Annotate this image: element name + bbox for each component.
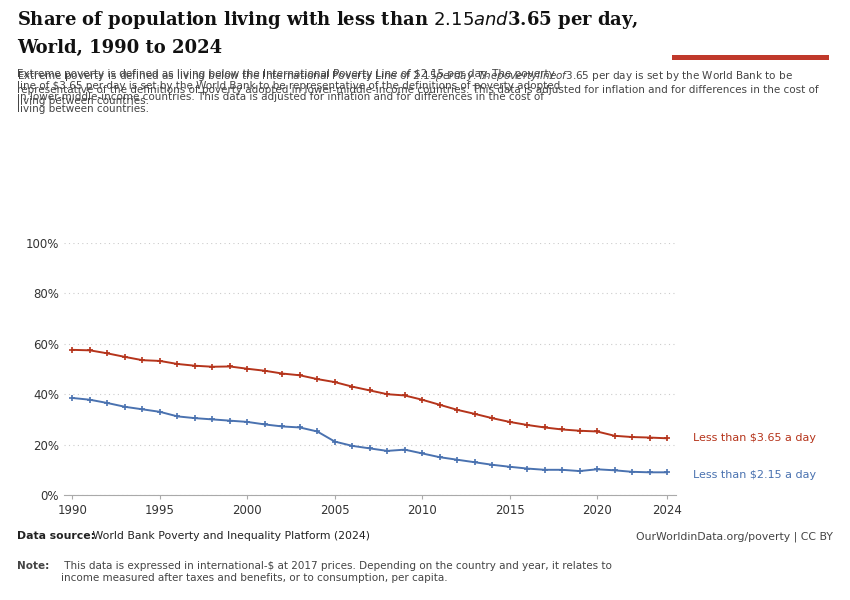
Text: Extreme poverty is defined as living below the International Poverty Line of $2.: Extreme poverty is defined as living bel… — [17, 69, 819, 106]
Text: World Bank Poverty and Inequality Platform (2024): World Bank Poverty and Inequality Platfo… — [89, 531, 371, 541]
Text: This data is expressed in international-$ at 2017 prices. Depending on the count: This data is expressed in international-… — [61, 561, 612, 583]
Text: World, 1990 to 2024: World, 1990 to 2024 — [17, 39, 222, 57]
Text: Extreme poverty is defined as living below the International Poverty Line of $2.: Extreme poverty is defined as living bel… — [17, 69, 560, 114]
Text: Less than $3.65 a day: Less than $3.65 a day — [694, 433, 816, 443]
Text: in Data: in Data — [728, 38, 773, 49]
Text: Data source:: Data source: — [17, 531, 95, 541]
Text: Share of population living with less than $2.15 and $3.65 per day,: Share of population living with less tha… — [17, 9, 638, 31]
Text: OurWorldinData.org/poverty | CC BY: OurWorldinData.org/poverty | CC BY — [636, 531, 833, 541]
Bar — [672, 55, 829, 60]
Text: Note:: Note: — [17, 561, 49, 571]
Text: Less than $2.15 a day: Less than $2.15 a day — [694, 470, 816, 480]
Text: Our World: Our World — [718, 20, 782, 31]
